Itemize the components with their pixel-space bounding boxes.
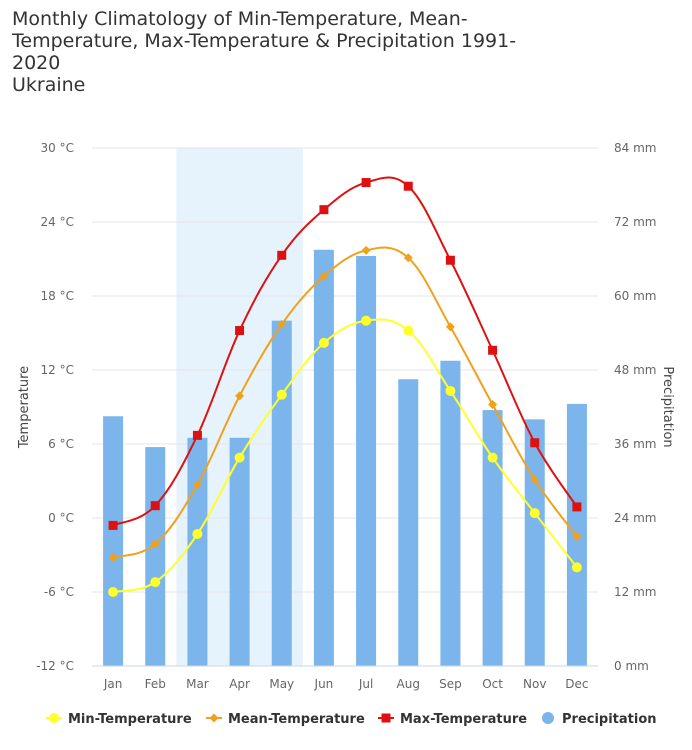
y-right-tick-label: 36 mm <box>614 437 656 451</box>
x-tick-label: Feb <box>145 677 166 691</box>
legend-label: Mean-Temperature <box>228 712 365 727</box>
x-tick-label: May <box>269 677 294 691</box>
precipitation-bar <box>313 249 334 666</box>
legend-item[interactable]: Max-Temperature <box>378 712 527 727</box>
precipitation-bar <box>524 419 545 666</box>
x-tick-label: Dec <box>565 677 588 691</box>
y-left-tick-label: -6 °C <box>44 585 74 599</box>
legend-marker-symbol <box>209 713 219 723</box>
legend-item[interactable]: Mean-Temperature <box>206 712 365 727</box>
series-point-max-temperature <box>277 250 287 260</box>
precipitation-bar <box>145 447 166 666</box>
series-point-min-temperature <box>318 337 329 348</box>
y-right-axis-title: Precipitation <box>660 366 675 447</box>
series-point-max-temperature <box>361 178 371 188</box>
series-point-mean-temperature <box>445 322 455 332</box>
grid-layer <box>92 147 598 667</box>
series-point-min-temperature <box>403 325 414 336</box>
series-point-mean-temperature <box>572 532 582 541</box>
x-tick-label: Apr <box>229 677 250 691</box>
x-tick-label: Jan <box>103 677 123 691</box>
y-right-tick-label: 84 mm <box>614 141 656 155</box>
series-point-min-temperature <box>234 452 245 463</box>
precipitation-bar <box>356 255 377 666</box>
legend-label: Precipitation <box>562 712 657 727</box>
series-point-mean-temperature <box>361 245 371 255</box>
precipitation-bars <box>103 249 587 666</box>
series-point-min-temperature <box>445 385 456 396</box>
y-right-tick-label: 0 mm <box>614 659 649 673</box>
y-left-tick-label: 6 °C <box>48 437 74 451</box>
y-left-tick-label: 24 °C <box>41 215 74 229</box>
series-point-mean-temperature <box>192 480 202 490</box>
legend-circle-symbol <box>542 712 554 724</box>
legend-label: Min-Temperature <box>68 712 192 727</box>
y-left-tick-label: -12 °C <box>36 659 74 673</box>
series-point-mean-temperature <box>235 391 245 401</box>
precipitation-bar <box>398 379 419 666</box>
precipitation-bar <box>440 360 461 666</box>
y-right-tick-label: 72 mm <box>614 215 656 229</box>
legend-item[interactable]: Precipitation <box>542 712 657 727</box>
series-point-max-temperature <box>403 181 413 191</box>
y-right-tick-label: 24 mm <box>614 511 656 525</box>
series-point-min-temperature <box>571 562 582 573</box>
series-point-max-temperature <box>150 501 160 511</box>
series-point-min-temperature <box>529 508 540 519</box>
x-tick-label: Mar <box>186 677 209 691</box>
series-point-max-temperature <box>488 345 498 355</box>
y-right-tick-label: 60 mm <box>614 289 656 303</box>
y-left-tick-label: 0 °C <box>48 511 74 525</box>
series-point-mean-temperature <box>319 271 329 281</box>
y-left-tick-label: 12 °C <box>41 363 74 377</box>
series-point-min-temperature <box>276 389 287 400</box>
series-point-mean-temperature <box>108 552 118 562</box>
y-left-axis-title: Temperature <box>17 366 32 449</box>
series-point-min-temperature <box>108 587 119 597</box>
temperature-lines <box>108 176 582 597</box>
precipitation-bar <box>271 320 292 666</box>
legend-label: Max-Temperature <box>400 712 527 727</box>
x-tick-label: Jun <box>314 677 334 691</box>
series-point-max-temperature <box>235 326 245 336</box>
axes: 30 °C 84 mm 24 °C 72 mm 18 °C 60 mm 12 °C 48 mm… <box>17 141 675 691</box>
x-tick-label: Aug <box>397 677 420 691</box>
series-point-mean-temperature <box>488 400 498 410</box>
series-point-mean-temperature <box>403 253 413 263</box>
series-point-max-temperature <box>572 502 582 512</box>
series-point-min-temperature <box>487 452 498 463</box>
x-tick-label: Jul <box>358 677 373 691</box>
legend-item[interactable]: Min-Temperature <box>46 712 192 727</box>
legend-marker-symbol <box>381 713 391 723</box>
legend[interactable]: Min-Temperature Mean-Temperature Max-Tempe… <box>46 712 657 727</box>
series-point-mean-temperature <box>150 539 160 549</box>
x-tick-label: Nov <box>523 677 546 691</box>
legend-marker-symbol <box>49 713 59 723</box>
precipitation-bar <box>229 437 250 666</box>
series-point-min-temperature <box>150 577 161 588</box>
series-point-min-temperature <box>361 315 372 326</box>
series-point-min-temperature <box>192 529 203 540</box>
y-left-tick-label: 18 °C <box>41 289 74 303</box>
series-point-max-temperature <box>530 438 540 448</box>
series-point-max-temperature <box>319 205 329 215</box>
chart-title: Monthly Climatology of Min-Temperature, … <box>12 8 517 96</box>
series-point-max-temperature <box>108 520 118 530</box>
x-tick-label: Sep <box>439 677 462 691</box>
series-point-mean-temperature <box>530 475 540 485</box>
x-tick-label: Oct <box>482 677 503 691</box>
precipitation-bar <box>482 410 503 666</box>
y-left-tick-label: 30 °C <box>41 141 74 155</box>
series-point-max-temperature <box>192 430 202 440</box>
precipitation-bar <box>103 416 124 666</box>
series-point-mean-temperature <box>277 319 287 329</box>
y-right-tick-label: 48 mm <box>614 363 656 377</box>
series-point-max-temperature <box>445 255 455 265</box>
y-right-tick-label: 12 mm <box>614 585 656 599</box>
